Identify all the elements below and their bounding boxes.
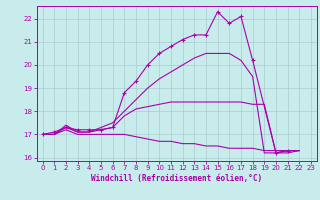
X-axis label: Windchill (Refroidissement éolien,°C): Windchill (Refroidissement éolien,°C): [91, 174, 262, 183]
